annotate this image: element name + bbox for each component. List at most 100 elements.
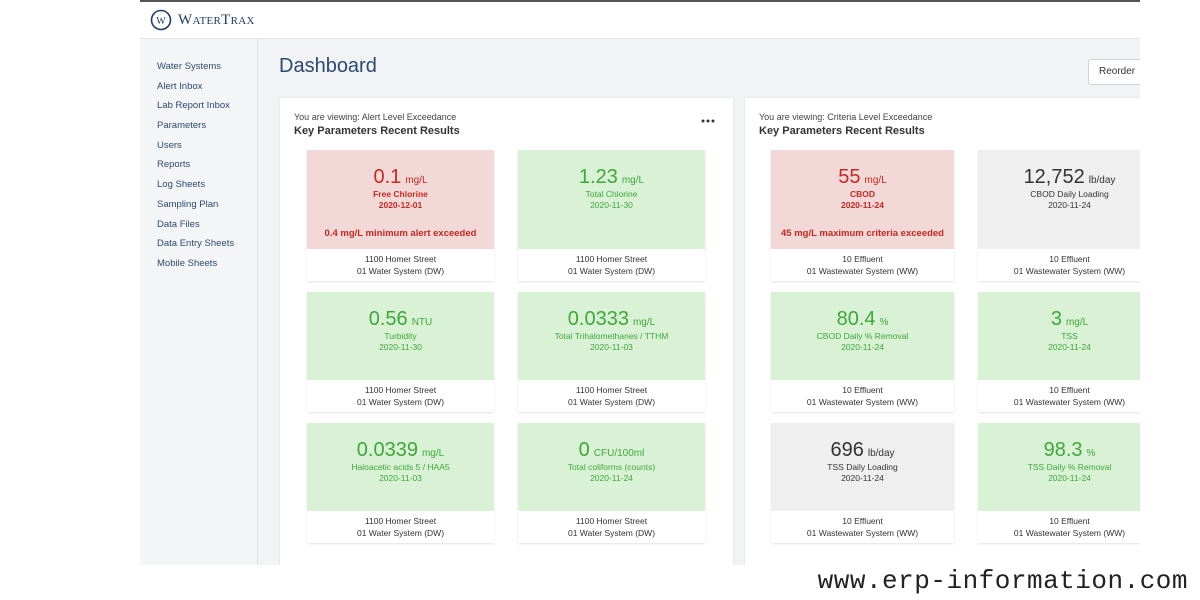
value-line: 0 CFU/100ml: [524, 439, 699, 462]
result-card[interactable]: 12,752 lb/day CBOD Daily Loading 2020-11-24…: [978, 150, 1140, 281]
card-grid: 55 mg/L CBOD 2020-11-24 45 mg/L maximum crit…: [771, 150, 1140, 543]
system: 01 Water System (DW): [567, 266, 656, 276]
logo: W WaterTrax: [150, 9, 255, 31]
card-footer: 10 Effluent 01 Wastewater System (WW): [771, 380, 954, 412]
value-line: 12,752 lb/day: [984, 166, 1140, 189]
parameter-name: TSS Daily Loading: [827, 462, 898, 472]
value-line: 80.4%: [777, 308, 948, 331]
value-line: 98.3%: [984, 439, 1140, 462]
system: 01 Water System (DW): [356, 528, 445, 538]
svg-text:W: W: [156, 16, 166, 27]
nav-item[interactable]: Alert Inbox: [157, 80, 203, 92]
card-body: 1.23 mg/L Total Chlorine 2020-11-30: [518, 150, 705, 249]
card-footer: 1100 Homer Street 01 Water System (DW): [518, 380, 705, 412]
card-footer: 1100 Homer Street 01 Water System (DW): [518, 511, 705, 543]
parameter-name: Turbidity: [384, 331, 417, 341]
card-body: 12,752 lb/day CBOD Daily Loading 2020-11-24: [978, 150, 1140, 249]
logo-text: WaterTrax: [178, 11, 255, 28]
result-card[interactable]: 0.1 mg/L Free Chlorine 2020-12-01 0.4 mg/L m…: [307, 150, 494, 281]
location: 1100 Homer Street: [575, 516, 648, 526]
value: 55: [838, 166, 861, 188]
logo-icon: W: [150, 9, 172, 31]
result-card[interactable]: 696 lb/day TSS Daily Loading 2020-11-24 10 E…: [771, 423, 954, 543]
unit: %: [1086, 448, 1096, 459]
date: 2020-12-01: [378, 200, 423, 210]
value-line: 55 mg/L: [777, 166, 948, 189]
system: 01 Water System (DW): [356, 397, 445, 407]
value: 0.56: [368, 308, 408, 330]
parameter-name: Total Trihalomethanes / TTHM: [554, 331, 669, 341]
date: 2020-11-24: [1048, 200, 1091, 210]
nav-item[interactable]: Log Sheets: [157, 179, 206, 191]
value: 0.0339: [356, 439, 418, 461]
value-line: 1.23 mg/L: [524, 166, 699, 189]
card-body: 80.4% CBOD Daily % Removal 2020-11-24: [771, 292, 954, 380]
watermark: www.erp-information.com: [817, 566, 1188, 596]
result-card[interactable]: 0.0333 mg/L Total Trihalomethanes / TTHM 20…: [518, 292, 705, 412]
date: 2020-11-24: [1048, 473, 1091, 483]
card-body: 0.1 mg/L Free Chlorine 2020-12-01 0.4 mg/L m…: [307, 150, 494, 249]
nav: Water Systems Alert Inbox Lab Report Inbox…: [140, 39, 257, 274]
unit: mg/L: [864, 175, 887, 186]
widget-title: Key Parameters Recent Results: [759, 125, 925, 137]
menu-dots[interactable]: [700, 118, 716, 124]
nav-item[interactable]: Sampling Plan: [157, 198, 219, 210]
card-footer: 10 Effluent 01 Wastewater System (WW): [771, 249, 954, 281]
value: 696: [830, 439, 864, 461]
unit: mg/L: [621, 175, 645, 186]
nav-item[interactable]: Lab Report Inbox: [157, 100, 230, 112]
nav-item[interactable]: Data Files: [157, 218, 200, 230]
nav-item[interactable]: Mobile Sheets: [157, 257, 218, 269]
result-card[interactable]: 98.3% TSS Daily % Removal 2020-11-24 10 Eff…: [978, 423, 1140, 543]
nav-item[interactable]: Data Entry Sheets: [157, 238, 235, 250]
page-title: Dashboard: [279, 55, 377, 77]
viewing-label: You are viewing: Alert Level Exceedance: [294, 112, 457, 122]
parameter-name: Haloacetic acids 5 / HAA5: [351, 462, 450, 472]
result-card[interactable]: 0.56 NTU Turbidity 2020-11-30 1100 Homer Str…: [307, 292, 494, 412]
unit: NTU: [411, 317, 433, 328]
unit: CFU/100ml: [593, 448, 645, 459]
location: 1100 Homer Street: [575, 254, 648, 264]
date: 2020-11-03: [379, 473, 422, 483]
date: 2020-11-24: [590, 473, 633, 483]
value: 98.3: [1043, 439, 1083, 461]
result-card[interactable]: 1.23 mg/L Total Chlorine 2020-11-30 1100 Hom…: [518, 150, 705, 281]
nav-item[interactable]: Parameters: [157, 120, 207, 132]
card-footer: 10 Effluent 01 Wastewater System (WW): [978, 511, 1140, 543]
location: 1100 Homer Street: [364, 254, 437, 264]
location: 1100 Homer Street: [364, 385, 437, 395]
system: 01 Water System (DW): [567, 397, 656, 407]
result-card[interactable]: 0.0339 mg/L Haloacetic acids 5 / HAA5 2020-…: [307, 423, 494, 543]
unit: mg/L: [405, 175, 428, 186]
result-card[interactable]: 80.4% CBOD Daily % Removal 2020-11-24 10 Ef…: [771, 292, 954, 412]
result-card[interactable]: 0 CFU/100ml Total coliforms (counts) 2020-1…: [518, 423, 705, 543]
system: 01 Wastewater System (WW): [806, 528, 919, 538]
sidebar: Water Systems Alert Inbox Lab Report Inbox…: [140, 39, 258, 565]
card-footer: 1100 Homer Street 01 Water System (DW): [307, 249, 494, 281]
card-footer: 10 Effluent 01 Wastewater System (WW): [978, 249, 1140, 281]
location: 10 Effluent: [1049, 385, 1090, 395]
screenshot: W WaterTrax Water Systems Alert Inbox Lab …: [140, 0, 1140, 565]
result-card[interactable]: 3 mg/L TSS 2020-11-24 10 Effluent 01 Wastewat…: [978, 292, 1140, 412]
card-footer: 1100 Homer Street 01 Water System (DW): [518, 249, 705, 281]
value: 3: [1050, 308, 1062, 330]
nav-item[interactable]: Water Systems: [157, 61, 222, 72]
widget-title: Key Parameters Recent Results: [294, 125, 460, 137]
card-footer: 10 Effluent 01 Wastewater System (WW): [771, 511, 954, 543]
top-bar: W WaterTrax: [140, 2, 1140, 39]
location: 10 Effluent: [842, 516, 883, 526]
nav-item[interactable]: Reports: [157, 159, 191, 171]
unit: mg/L: [421, 448, 445, 459]
card-body: 0.56 NTU Turbidity 2020-11-30: [307, 292, 494, 380]
reorder-button[interactable]: Reorder: [1088, 59, 1140, 85]
nav-item[interactable]: Users: [157, 139, 182, 151]
result-card[interactable]: 55 mg/L CBOD 2020-11-24 45 mg/L maximum crit…: [771, 150, 954, 281]
card-footer: 1100 Homer Street 01 Water System (DW): [307, 511, 494, 543]
value: 80.4: [836, 308, 876, 330]
alert-message: 0.4 mg/L minimum alert exceeded: [324, 228, 477, 239]
value: 0: [578, 439, 590, 461]
unit: lb/day: [1088, 175, 1116, 186]
location: 10 Effluent: [842, 254, 883, 264]
card-body: 696 lb/day TSS Daily Loading 2020-11-24: [771, 423, 954, 511]
card-body: 3 mg/L TSS 2020-11-24: [978, 292, 1140, 380]
